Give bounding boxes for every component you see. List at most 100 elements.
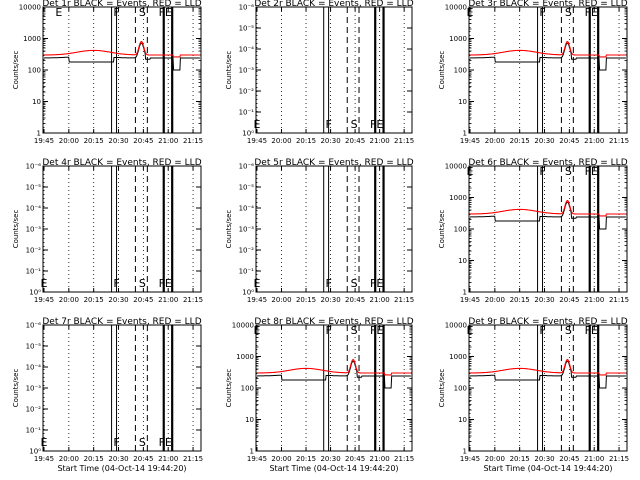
x-tick-label: 20:30 bbox=[534, 455, 554, 463]
chart-title: Det 5r BLACK = Events, RED = LLD bbox=[254, 158, 413, 168]
chart-title: Det 2r BLACK = Events, RED = LLD bbox=[254, 0, 413, 9]
chart-panel-9: Det 9r BLACK = Events, RED = LLD 19:45 20:… bbox=[438, 317, 629, 473]
event-marker-label: FE bbox=[585, 324, 598, 337]
y-tick-label: 10⁻² bbox=[239, 88, 255, 96]
x-tick-label: 21:00 bbox=[584, 296, 604, 304]
x-tick-label: 21:15 bbox=[183, 296, 203, 304]
x-tick-label: 20:00 bbox=[485, 137, 505, 145]
x-tick-label: 20:45 bbox=[133, 296, 153, 304]
x-tick-label: 21:00 bbox=[370, 296, 390, 304]
event-marker-label: F bbox=[113, 6, 119, 19]
y-tick-label: 10⁻⁶ bbox=[239, 4, 255, 12]
chart-title: Det 9r BLACK = Events, RED = LLD bbox=[468, 317, 627, 327]
y-tick-label: 10⁻¹ bbox=[26, 268, 42, 276]
x-tick-label: 20:45 bbox=[345, 296, 365, 304]
chart-title: Det 1r BLACK = Events, RED = LLD bbox=[42, 0, 201, 9]
event-marker-label: E bbox=[254, 118, 261, 131]
x-tick-label: 21:15 bbox=[609, 455, 629, 463]
plot-frame bbox=[42, 165, 202, 293]
x-tick-label: 20:00 bbox=[485, 455, 505, 463]
event-marker-label: F bbox=[325, 277, 331, 290]
x-tick-label: 21:00 bbox=[370, 137, 390, 145]
chart-title: Det 4r BLACK = Events, RED = LLD bbox=[42, 158, 201, 168]
y-axis-label: Counts/sec bbox=[12, 51, 20, 90]
lld-series-line bbox=[257, 358, 411, 376]
y-tick-label: 10⁻² bbox=[239, 247, 255, 255]
y-tick-label: 10 bbox=[458, 416, 467, 424]
y-tick-label: 10⁻² bbox=[26, 406, 42, 414]
x-tick-label: 20:00 bbox=[271, 137, 291, 145]
y-axis-label: Counts/sec bbox=[225, 51, 233, 90]
y-axis-label: Counts/sec bbox=[438, 51, 446, 90]
x-axis-label: Start Time (04-Oct-14 19:44:20) bbox=[483, 464, 612, 473]
events-series-line bbox=[470, 360, 626, 389]
y-tick-label: 10000 bbox=[232, 322, 254, 330]
chart-panel-3: Det 3r BLACK = Events, RED = LLD 19:45 20:… bbox=[438, 0, 629, 145]
y-tick-label: 1000 bbox=[449, 194, 467, 202]
x-tick-label: 20:15 bbox=[510, 137, 530, 145]
x-tick-label: 21:00 bbox=[584, 137, 604, 145]
event-marker-label: E bbox=[467, 6, 474, 19]
x-tick-label: 20:15 bbox=[84, 455, 104, 463]
y-tick-label: 10⁻⁵ bbox=[239, 184, 255, 192]
y-tick-label: 10000 bbox=[445, 4, 467, 12]
y-tick-label: 10⁰ bbox=[29, 448, 41, 456]
x-tick-label: 19:45 bbox=[247, 455, 267, 463]
event-marker-label: E bbox=[467, 165, 474, 178]
x-tick-label: 20:30 bbox=[108, 137, 128, 145]
y-tick-label: 1000 bbox=[236, 353, 254, 361]
event-marker-label: S bbox=[139, 277, 146, 290]
y-tick-label: 10⁻⁶ bbox=[26, 163, 42, 171]
events-series-line bbox=[44, 42, 200, 71]
plot-frame bbox=[255, 6, 413, 134]
y-axis-label: Counts/sec bbox=[225, 210, 233, 249]
events-series-line bbox=[470, 201, 626, 230]
event-marker-label: FE bbox=[159, 436, 172, 449]
x-tick-label: 19:45 bbox=[460, 455, 480, 463]
event-marker-label: E bbox=[41, 436, 48, 449]
x-tick-label: 20:30 bbox=[534, 137, 554, 145]
x-tick-label: 20:30 bbox=[320, 137, 340, 145]
lld-series-line bbox=[470, 358, 626, 376]
x-tick-label: 21:00 bbox=[158, 455, 178, 463]
plot-frame bbox=[255, 165, 413, 293]
y-tick-label: 10⁰ bbox=[29, 289, 41, 297]
y-tick-label: 100 bbox=[28, 67, 41, 75]
chart-title: Det 6r BLACK = Events, RED = LLD bbox=[468, 158, 627, 168]
x-tick-label: 20:00 bbox=[485, 296, 505, 304]
event-marker-label: S bbox=[351, 277, 358, 290]
x-tick-label: 20:15 bbox=[510, 296, 530, 304]
chart-title: Det 3r BLACK = Events, RED = LLD bbox=[468, 0, 627, 9]
y-tick-label: 10⁻⁵ bbox=[26, 343, 42, 351]
y-tick-label: 10⁻³ bbox=[239, 67, 255, 75]
event-marker-label: S bbox=[351, 118, 358, 131]
event-marker-label: F bbox=[325, 324, 331, 337]
y-axis-label: Counts/sec bbox=[12, 210, 20, 249]
y-axis-label: Counts/sec bbox=[12, 369, 20, 408]
event-marker-label: S bbox=[351, 324, 358, 337]
y-tick-label: 10⁻¹ bbox=[26, 427, 42, 435]
chart-panel-2: Det 2r BLACK = Events, RED = LLD 19:45 20:… bbox=[225, 0, 414, 145]
x-tick-label: 20:00 bbox=[59, 455, 79, 463]
x-tick-label: 21:00 bbox=[158, 137, 178, 145]
event-marker-label: F bbox=[113, 436, 119, 449]
x-tick-label: 20:15 bbox=[296, 137, 316, 145]
x-tick-label: 21:15 bbox=[183, 137, 203, 145]
x-tick-label: 20:15 bbox=[84, 296, 104, 304]
chart-panel-4: Det 4r BLACK = Events, RED = LLD 19:45 20:… bbox=[12, 158, 203, 304]
event-marker-label: S bbox=[139, 6, 146, 19]
x-tick-label: 20:00 bbox=[271, 296, 291, 304]
x-tick-label: 20:30 bbox=[320, 296, 340, 304]
x-tick-label: 20:00 bbox=[59, 296, 79, 304]
y-tick-label: 10⁻⁴ bbox=[26, 364, 42, 372]
y-tick-label: 10⁰ bbox=[242, 289, 254, 297]
y-tick-label: 10⁻⁵ bbox=[26, 184, 42, 192]
plot-frame bbox=[42, 324, 202, 452]
event-marker-label: F bbox=[113, 277, 119, 290]
chart-panel-5: Det 5r BLACK = Events, RED = LLD 19:45 20:… bbox=[225, 158, 414, 304]
y-tick-label: 1 bbox=[250, 448, 254, 456]
x-tick-label: 20:45 bbox=[559, 455, 579, 463]
y-tick-label: 1 bbox=[463, 130, 467, 138]
y-tick-label: 10⁰ bbox=[242, 130, 254, 138]
y-tick-label: 10⁻⁴ bbox=[239, 205, 255, 213]
